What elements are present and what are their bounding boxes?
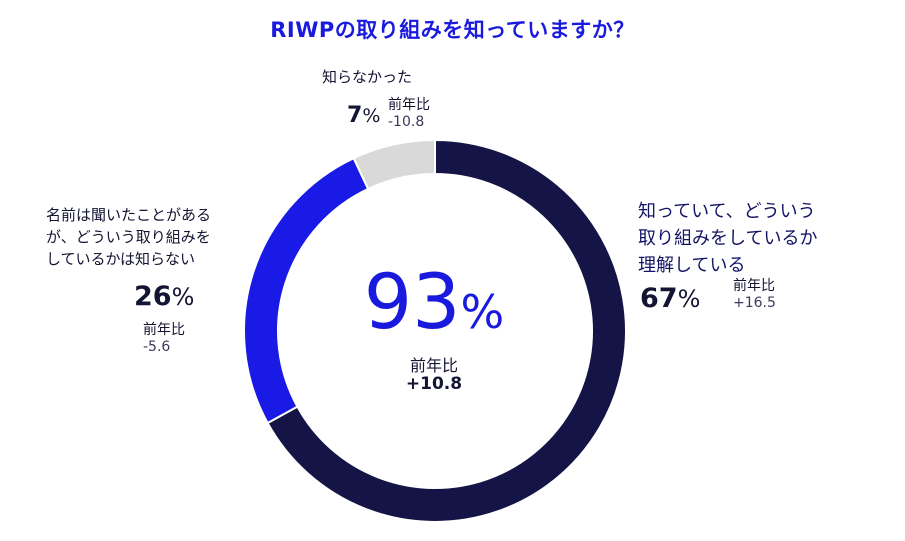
center-yoy-value: +10.8 xyxy=(405,374,463,394)
center-total-value: 93 xyxy=(363,257,461,346)
yoy-unknown: 前年比 -10.8 xyxy=(388,97,430,131)
percent-unknown-unit: % xyxy=(362,105,381,127)
percent-unknown-value: 7 xyxy=(347,103,363,128)
chart-title: RIWPの取り組みを知っていますか？ xyxy=(270,18,635,42)
percent-unknown: 7% xyxy=(347,103,380,128)
center-total-unit: % xyxy=(460,285,505,339)
donut-slice-unknown xyxy=(352,138,436,191)
yoy-unknown-value: -10.8 xyxy=(388,114,425,130)
label-unknown: 知らなかった xyxy=(322,68,413,86)
yoy-known: 前年比 +16.5 xyxy=(733,278,776,312)
label-heard-line: 名前は聞いたことがある xyxy=(46,206,212,224)
yoy-heard-label: 前年比 xyxy=(143,322,185,338)
label-known: 知っていて、どういう 取り組みをしているか 理解している xyxy=(638,198,878,279)
yoy-heard-value: -5.6 xyxy=(143,339,171,355)
label-heard: 名前は聞いたことがある が、どういう取り組みを しているかは知らない xyxy=(46,204,256,270)
label-known-line: 知っていて、どういう xyxy=(638,201,816,222)
donut-slice-known xyxy=(266,138,627,523)
yoy-known-label: 前年比 xyxy=(733,278,775,294)
center-total: 93% xyxy=(334,262,534,352)
label-known-line: 取り組みをしているか xyxy=(638,228,818,249)
percent-known: 67% xyxy=(640,283,700,314)
percent-heard-unit: % xyxy=(171,283,195,311)
center-yoy-label: 前年比 xyxy=(409,356,458,375)
percent-heard: 26% xyxy=(134,281,194,312)
percent-known-unit: % xyxy=(677,285,701,313)
label-known-line: 理解している xyxy=(638,255,746,276)
yoy-heard: 前年比 -5.6 xyxy=(143,322,185,356)
label-heard-line: が、どういう取り組みを xyxy=(46,228,211,246)
label-heard-line: しているかは知らない xyxy=(46,250,195,268)
percent-known-value: 67 xyxy=(640,283,678,314)
yoy-known-value: +16.5 xyxy=(733,295,776,311)
percent-heard-value: 26 xyxy=(134,281,172,312)
yoy-unknown-label: 前年比 xyxy=(388,97,430,113)
